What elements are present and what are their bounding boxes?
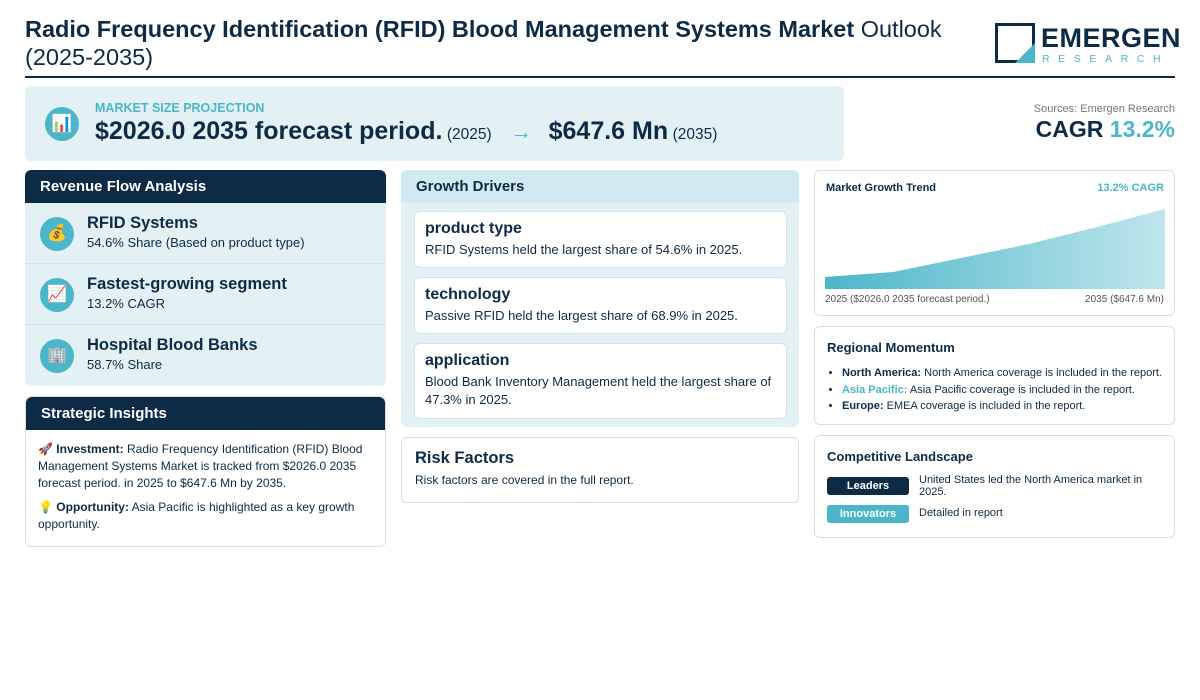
competitive-row: Leaders United States led the North Amer… bbox=[827, 474, 1162, 498]
risk-factors-text: Risk factors are covered in the full rep… bbox=[415, 473, 634, 487]
strategic-insights-title: Strategic Insights bbox=[26, 397, 385, 430]
title-rest: Outlook (2025-2035) bbox=[25, 16, 942, 70]
market-growth-trend-card: Market Growth Trend 13.2% CAGR 2025 ($20… bbox=[814, 170, 1175, 316]
market-size-projection: 📊 MARKET SIZE PROJECTION $2026.0 2035 fo… bbox=[25, 86, 844, 161]
rocket-icon: 🚀 bbox=[38, 442, 53, 456]
region-item: Asia Pacific: Asia Pacific coverage is i… bbox=[842, 382, 1162, 399]
revenue-item: 💰 RFID Systems 54.6% Share (Based on pro… bbox=[25, 203, 386, 264]
competitive-text: Detailed in report bbox=[919, 507, 1003, 519]
regional-momentum-title: Regional Momentum bbox=[827, 340, 955, 355]
leaders-badge: Leaders bbox=[827, 477, 909, 495]
money-bag-icon: 💰 bbox=[40, 217, 74, 251]
projection-label: MARKET SIZE PROJECTION bbox=[95, 101, 265, 115]
competitive-landscape-card: Competitive Landscape Leaders United Sta… bbox=[814, 435, 1175, 538]
regional-momentum-card: Regional Momentum North America: North A… bbox=[814, 326, 1175, 425]
bar-chart-icon: 📊 bbox=[45, 107, 79, 141]
sources-note: Sources: Emergen Research bbox=[1033, 103, 1175, 115]
emergen-logo: EMERGEN RESEARCH bbox=[995, 21, 1181, 65]
investment-text: Radio Frequency Identification (RFID) Bl… bbox=[38, 442, 363, 490]
trend-cagr: 13.2% CAGR bbox=[1097, 182, 1164, 194]
projection-end-year: (2035) bbox=[672, 126, 718, 143]
logo-mark-icon bbox=[995, 23, 1035, 63]
driver-item: technology Passive RFID held the largest… bbox=[414, 277, 787, 334]
driver-item: application Blood Bank Inventory Managem… bbox=[414, 343, 787, 419]
region-text: EMEA coverage is included in the report. bbox=[886, 400, 1086, 412]
innovators-badge: Innovators bbox=[827, 505, 909, 523]
page-title: Radio Frequency Identification (RFID) Bl… bbox=[25, 15, 985, 71]
investment-insight: 🚀 Investment: Radio Frequency Identifica… bbox=[38, 441, 373, 492]
cagr-value: 13.2% bbox=[1109, 116, 1175, 142]
driver-text: RFID Systems held the largest share of 5… bbox=[425, 242, 743, 257]
investment-label: Investment: bbox=[56, 442, 124, 456]
driver-title: technology bbox=[425, 286, 511, 303]
driver-item: product type RFID Systems held the large… bbox=[414, 211, 787, 268]
cagr-summary: CAGR 13.2% bbox=[1036, 116, 1175, 143]
building-icon: 🏢 bbox=[40, 339, 74, 373]
region-list: North America: North America coverage is… bbox=[827, 365, 1162, 415]
trend-area-chart bbox=[825, 209, 1165, 289]
revenue-flow-title: Revenue Flow Analysis bbox=[25, 170, 386, 203]
header: Radio Frequency Identification (RFID) Bl… bbox=[25, 12, 1181, 78]
risk-factors-card: Risk Factors Risk factors are covered in… bbox=[401, 437, 799, 503]
logo-name: EMERGEN bbox=[1041, 23, 1182, 53]
region-name: Europe: bbox=[842, 400, 884, 412]
region-item: Europe: EMEA coverage is included in the… bbox=[842, 398, 1162, 415]
opportunity-text: Asia Pacific is highlighted as a key gro… bbox=[38, 500, 355, 531]
opportunity-insight: 💡 Opportunity: Asia Pacific is highlight… bbox=[38, 499, 373, 533]
revenue-item: 📈 Fastest-growing segment 13.2% CAGR bbox=[25, 264, 386, 325]
driver-text: Blood Bank Inventory Management held the… bbox=[425, 374, 772, 407]
revenue-item: 🏢 Hospital Blood Banks 58.7% Share bbox=[25, 325, 386, 386]
region-name: Asia Pacific: bbox=[842, 383, 908, 396]
projection-start-value: $2026.0 2035 forecast period. bbox=[95, 117, 443, 145]
revenue-item-subtitle: 13.2% CAGR bbox=[87, 296, 166, 311]
revenue-flow-card: Revenue Flow Analysis 💰 RFID Systems 54.… bbox=[25, 170, 386, 386]
driver-text: Passive RFID held the largest share of 6… bbox=[425, 308, 738, 323]
competitive-landscape-title: Competitive Landscape bbox=[827, 449, 973, 464]
growth-drivers-title: Growth Drivers bbox=[401, 170, 799, 203]
revenue-item-title: Fastest-growing segment bbox=[87, 275, 287, 293]
trend-area bbox=[825, 209, 1165, 289]
region-text: North America coverage is included in th… bbox=[924, 367, 1162, 379]
projection-start-year: (2025) bbox=[446, 126, 492, 143]
projection-end-value: $647.6 Mn bbox=[548, 117, 669, 145]
driver-title: product type bbox=[425, 220, 522, 237]
revenue-item-title: Hospital Blood Banks bbox=[87, 336, 258, 354]
projection-values: $2026.0 2035 forecast period. (2025) → $… bbox=[95, 117, 717, 146]
revenue-item-subtitle: 54.6% Share (Based on product type) bbox=[87, 235, 305, 250]
trend-title: Market Growth Trend bbox=[826, 182, 937, 194]
region-text: Asia Pacific coverage is included in the… bbox=[909, 383, 1135, 396]
cagr-label: CAGR bbox=[1035, 116, 1104, 142]
arrow-right-icon: → bbox=[510, 119, 533, 144]
strategic-insights-card: Strategic Insights 🚀 Investment: Radio F… bbox=[25, 396, 386, 547]
competitive-row: Innovators Detailed in report bbox=[827, 502, 1162, 526]
trend-start-label: 2025 ($2026.0 2035 forecast period.) bbox=[825, 294, 990, 305]
growth-drivers-card: Growth Drivers product type RFID Systems… bbox=[401, 170, 799, 427]
driver-title: application bbox=[425, 352, 510, 369]
trend-up-icon: 📈 bbox=[40, 278, 74, 312]
region-item: North America: North America coverage is… bbox=[842, 365, 1162, 382]
revenue-item-subtitle: 58.7% Share bbox=[87, 357, 163, 372]
lightbulb-icon: 💡 bbox=[38, 500, 53, 514]
risk-factors-title: Risk Factors bbox=[415, 449, 515, 467]
competitive-text: United States led the North America mark… bbox=[919, 474, 1143, 498]
logo-subtitle: RESEARCH bbox=[1042, 53, 1170, 65]
revenue-item-title: RFID Systems bbox=[87, 214, 198, 232]
title-bold: Radio Frequency Identification (RFID) Bl… bbox=[25, 16, 855, 42]
opportunity-label: Opportunity: bbox=[56, 500, 129, 514]
region-name: North America: bbox=[842, 367, 922, 379]
trend-end-label: 2035 ($647.6 Mn) bbox=[1085, 294, 1164, 305]
